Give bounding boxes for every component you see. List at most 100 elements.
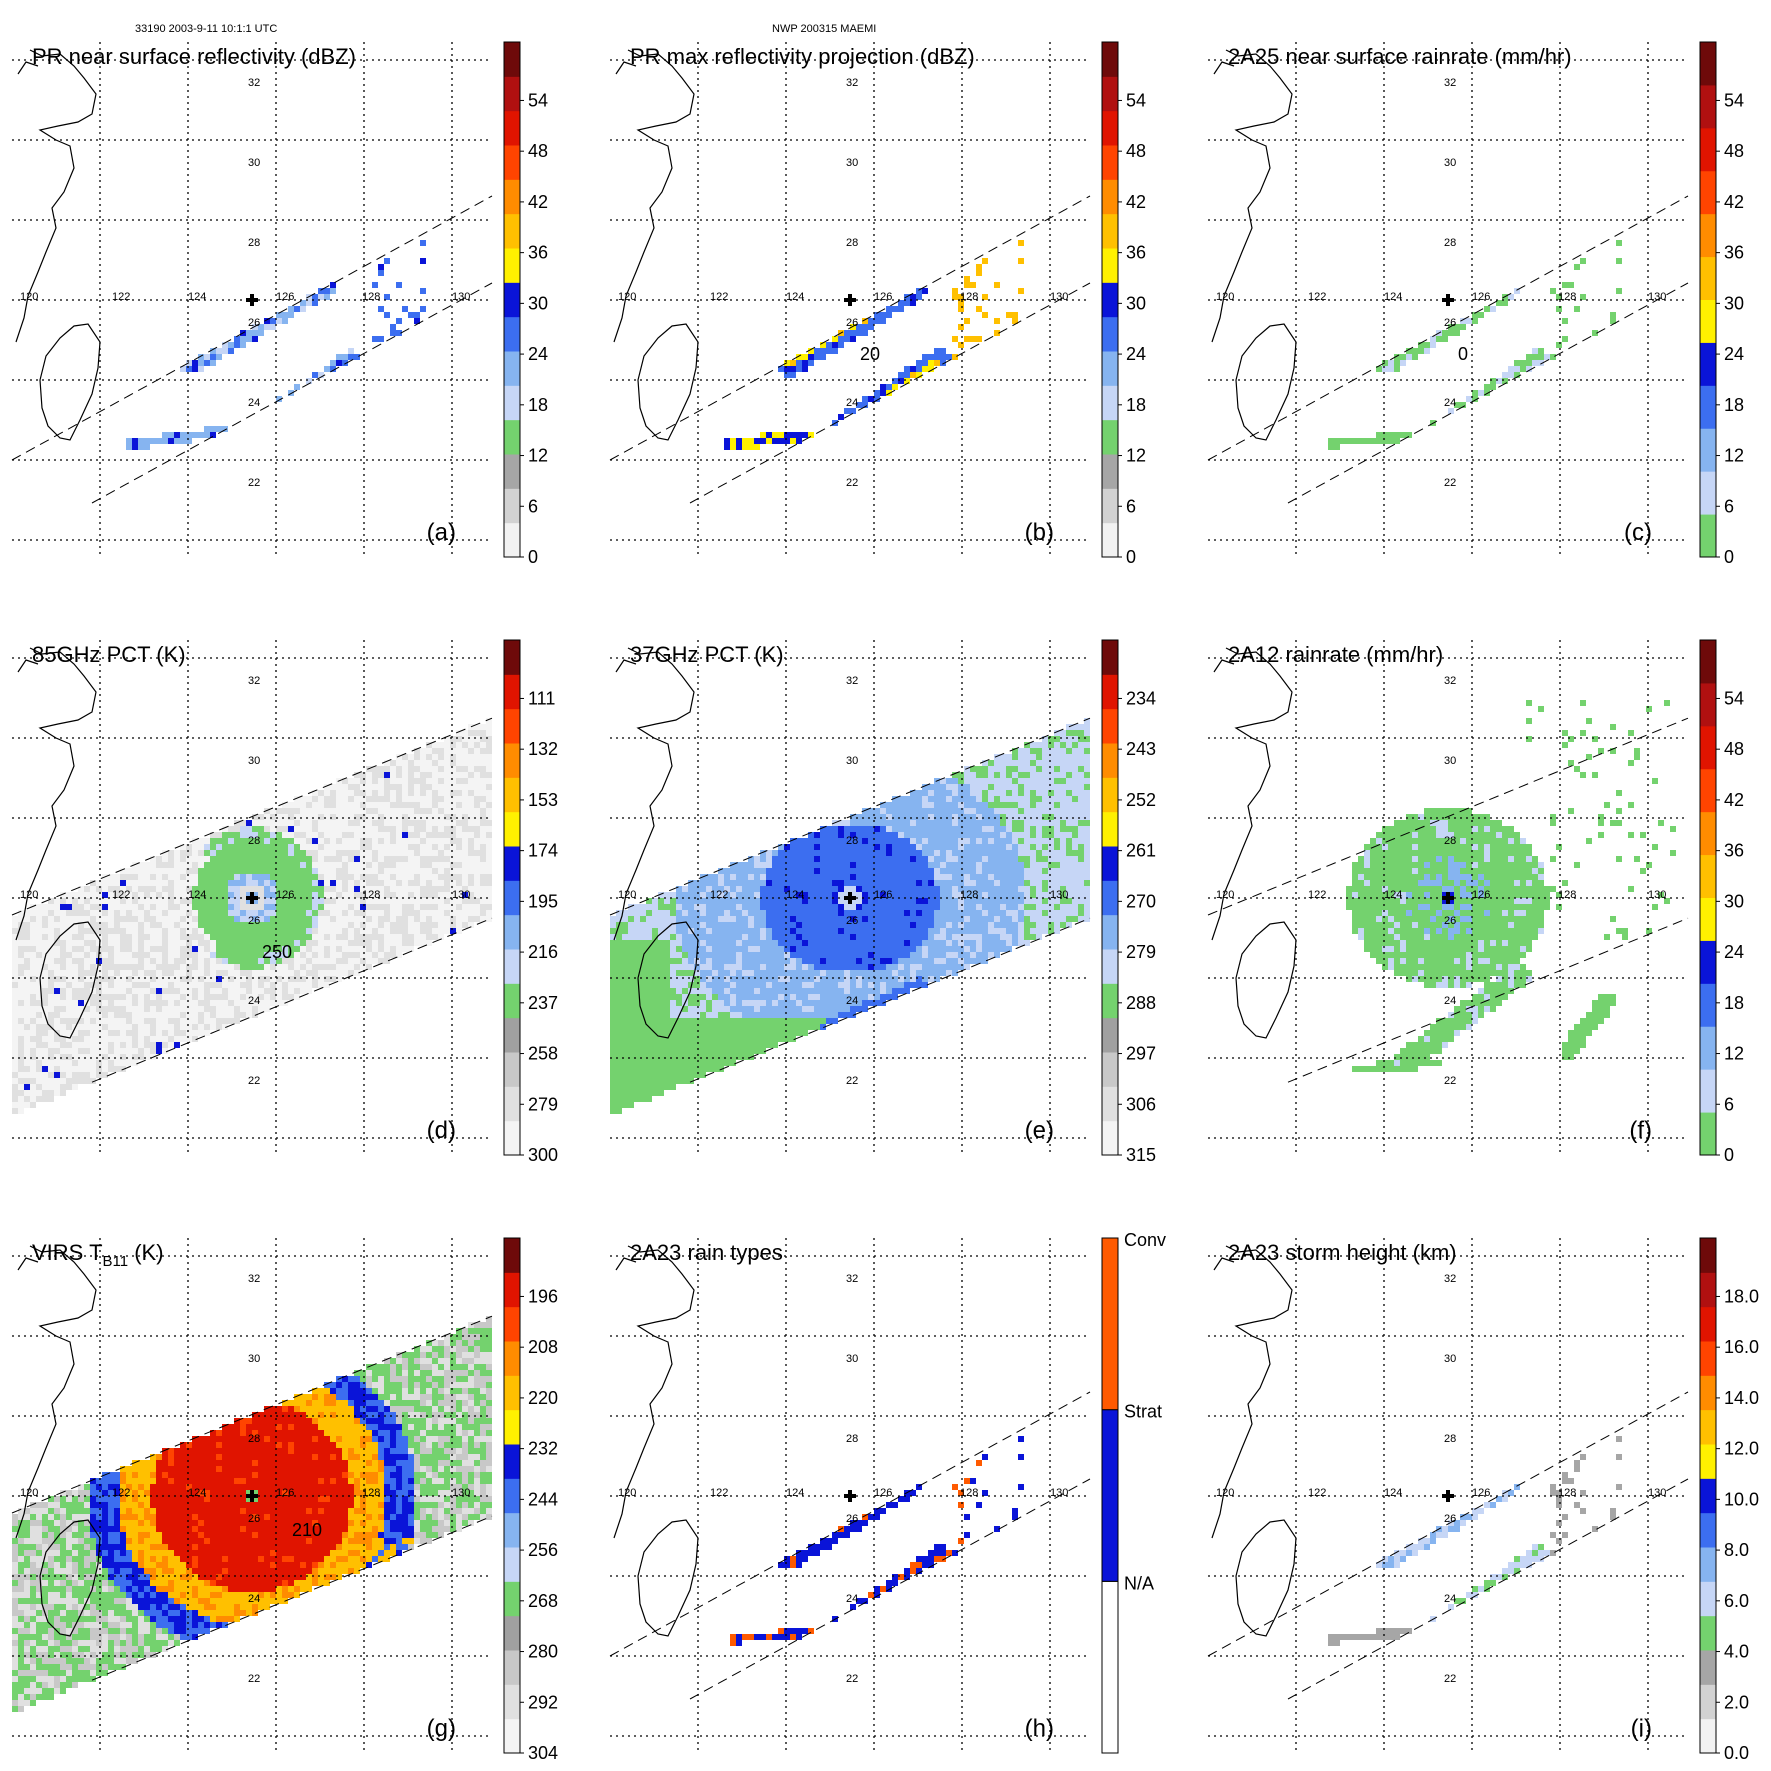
field-cell: [1030, 760, 1036, 766]
field-cell: [420, 240, 426, 246]
field-cell: [96, 1060, 102, 1066]
field-cell: [862, 898, 868, 904]
field-cell: [1078, 868, 1084, 874]
field-cell: [790, 934, 796, 940]
field-cell: [288, 904, 294, 910]
field-cell: [210, 892, 216, 898]
field-cell: [742, 934, 748, 940]
field-cell: [778, 856, 784, 862]
field-cell: [952, 934, 958, 940]
field-cell: [408, 790, 414, 796]
field-cell: [192, 934, 198, 940]
field-cell: [234, 862, 240, 868]
field-cell: [994, 796, 1000, 802]
field-cell: [144, 892, 150, 898]
field-cell: [366, 796, 372, 802]
field-cell: [324, 366, 330, 372]
field-cell: [1036, 916, 1042, 922]
field-cell: [138, 874, 144, 880]
field-cell: [486, 826, 492, 832]
panel-label: (a): [427, 519, 456, 546]
field-cell: [922, 354, 928, 360]
field-cell: [378, 952, 384, 958]
field-cell: [946, 784, 952, 790]
field-cell: [760, 922, 766, 928]
field-cell: [24, 1054, 30, 1060]
field-cell: [646, 916, 652, 922]
field-cell: [366, 868, 372, 874]
field-cell: [480, 832, 486, 838]
field-cell: [892, 880, 898, 886]
field-cell: [234, 946, 240, 952]
field-cell: [1352, 438, 1358, 444]
field-cell: [288, 820, 294, 826]
field-cell: [964, 336, 970, 342]
field-cell: [718, 892, 724, 898]
field-cell: [1018, 850, 1024, 856]
field-cell: [880, 838, 886, 844]
field-cell: [18, 940, 24, 946]
field-cell: [372, 886, 378, 892]
field-cell: [808, 916, 814, 922]
field-cell: [462, 784, 468, 790]
field-cell: [1030, 784, 1036, 790]
field-cell: [306, 946, 312, 952]
field-cell: [348, 862, 354, 868]
field-cell: [78, 958, 84, 964]
field-cell: [886, 910, 892, 916]
field-cell: [1562, 282, 1568, 288]
field-cell: [438, 844, 444, 850]
field-cell: [766, 940, 772, 946]
field-cell: [922, 934, 928, 940]
field-cell: [1018, 874, 1024, 880]
field-cell: [474, 790, 480, 796]
field-cell: [312, 294, 318, 300]
field-cell: [838, 826, 844, 832]
field-cell: [844, 892, 850, 898]
field-cell: [922, 802, 928, 808]
field-cell: [138, 438, 144, 444]
field-cell: [474, 760, 480, 766]
field-cell: [910, 886, 916, 892]
field-cell: [850, 916, 856, 922]
field-cell: [868, 862, 874, 868]
field-cell: [18, 1060, 24, 1066]
field-cell: [336, 958, 342, 964]
field-cell: [390, 826, 396, 832]
field-cell: [300, 802, 306, 808]
field-cell: [270, 922, 276, 928]
field-cell: [36, 994, 42, 1000]
field-cell: [808, 880, 814, 886]
field-cell: [330, 820, 336, 826]
field-cell: [264, 910, 270, 916]
field-cell: [60, 976, 66, 982]
field-cell: [1024, 916, 1030, 922]
field-cell: [210, 988, 216, 994]
field-cell: [958, 342, 964, 348]
field-cell: [228, 1000, 234, 1006]
field-cell: [426, 916, 432, 922]
field-cell: [904, 880, 910, 886]
field-cell: [90, 1018, 96, 1024]
field-cell: [294, 814, 300, 820]
field-cell: [192, 898, 198, 904]
field-cell: [480, 736, 486, 742]
field-cell: [988, 940, 994, 946]
field-cell: [204, 946, 210, 952]
field-cell: [132, 970, 138, 976]
field-cell: [342, 868, 348, 874]
field-cell: [84, 1006, 90, 1012]
field-cell: [1036, 844, 1042, 850]
field-cell: [90, 910, 96, 916]
field-cell: [988, 874, 994, 880]
field-cell: [438, 796, 444, 802]
field-cell: [306, 300, 312, 306]
field-cell: [856, 868, 862, 874]
field-cell: [862, 934, 868, 940]
field-cell: [946, 778, 952, 784]
field-cell: [456, 850, 462, 856]
field-cell: [994, 850, 1000, 856]
field-cell: [964, 850, 970, 856]
field-cell: [432, 904, 438, 910]
